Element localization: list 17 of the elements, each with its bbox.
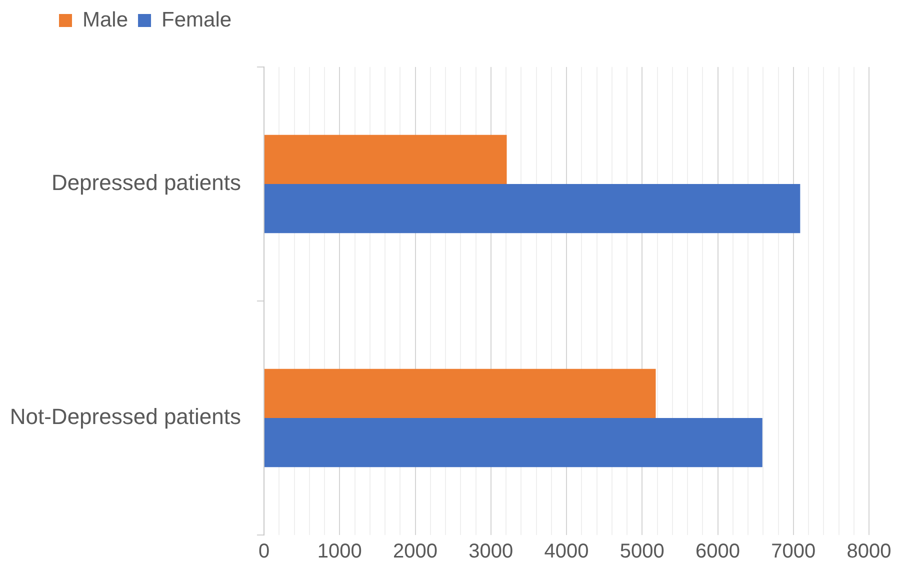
x-tick-label: 8000 (846, 540, 892, 563)
bar (264, 418, 762, 468)
bar (264, 368, 656, 418)
x-tick-label: 6000 (696, 540, 740, 563)
y-tick-label: Depressed patients (51, 170, 241, 196)
bar (264, 184, 800, 234)
x-tick-label: 1000 (317, 540, 362, 563)
x-tick-label: 7000 (771, 540, 816, 563)
x-tick-label: 5000 (620, 540, 664, 563)
y-tick-label: Not-Depressed patients (10, 404, 241, 430)
x-tick-label: 2000 (393, 540, 438, 563)
x-tick-label: 4000 (544, 540, 589, 563)
bar (264, 134, 507, 184)
x-tick-label: 0 (258, 540, 270, 563)
legend-label: Female (162, 8, 232, 32)
x-tick-label: 3000 (468, 540, 514, 563)
legend-label: Male (82, 8, 128, 32)
